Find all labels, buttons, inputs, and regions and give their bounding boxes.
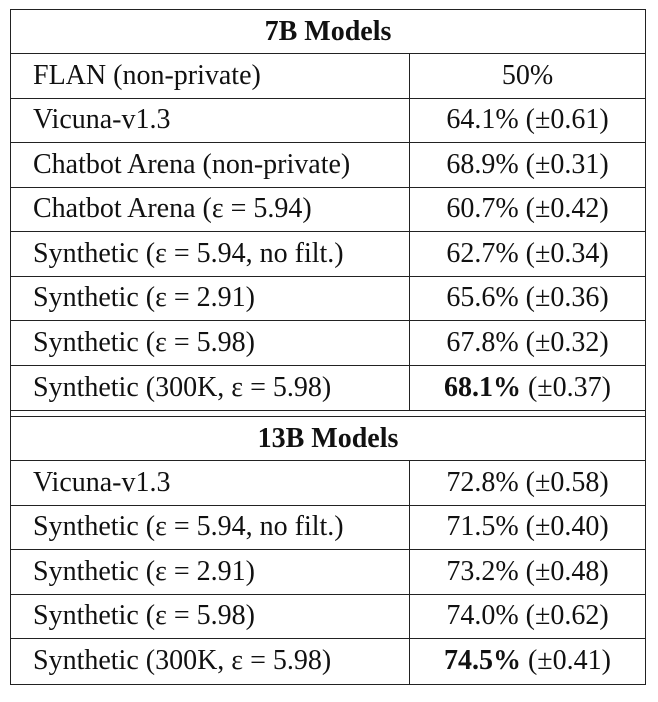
score-value: 67.8% (±0.32) [446, 326, 609, 358]
score-value: 71.5% (±0.40) [446, 511, 609, 543]
model-name-cell: Synthetic (ε = 5.98) [11, 594, 410, 638]
table-row: Synthetic (ε = 2.91) 73.2% (±0.48) [11, 550, 645, 595]
table-row: Synthetic (ε = 5.94, no filt.) 62.7% (±0… [11, 232, 645, 277]
model-name-cell: FLAN (non-private) [11, 54, 410, 98]
score-cell: 71.5% (±0.40) [410, 506, 645, 550]
score-cell: 74.0% (±0.62) [410, 595, 645, 639]
score-ci: (±0.37) [520, 371, 611, 403]
section-header-13b: 13B Models [11, 417, 645, 461]
model-name-cell: Chatbot Arena (ε = 5.94) [11, 187, 410, 231]
score-cell: 65.6% (±0.36) [410, 277, 645, 321]
model-name-cell: Synthetic (ε = 5.98) [11, 321, 410, 365]
score-cell: 62.7% (±0.34) [410, 232, 645, 276]
section-divider [11, 410, 645, 417]
score-value: 72.8% (±0.58) [446, 466, 609, 498]
score-value: 73.2% (±0.48) [446, 555, 609, 587]
model-name-cell: Synthetic (ε = 2.91) [11, 276, 410, 320]
score-value: 65.6% (±0.36) [446, 282, 609, 314]
score-value: 62.7% (±0.34) [446, 237, 609, 269]
table-row: Chatbot Arena (ε = 5.94) 60.7% (±0.42) [11, 187, 645, 232]
table-row: Synthetic (ε = 5.94, no filt.) 71.5% (±0… [11, 505, 645, 550]
model-name-cell: Vicuna-v1.3 [11, 461, 410, 505]
table-row: Synthetic (300K, ε = 5.98) 74.5% (±0.41) [11, 639, 645, 684]
model-name-cell: Synthetic (300K, ε = 5.98) [11, 639, 410, 684]
score-value: 68.9% (±0.31) [446, 148, 609, 180]
model-name-cell: Synthetic (300K, ε = 5.98) [11, 365, 410, 410]
table-row: Synthetic (ε = 5.98) 67.8% (±0.32) [11, 321, 645, 366]
table-row: Synthetic (ε = 2.91) 65.6% (±0.36) [11, 276, 645, 321]
score-value: 64.1% (±0.61) [446, 104, 609, 136]
score-cell: 68.9% (±0.31) [410, 143, 645, 187]
table-row: Vicuna-v1.3 64.1% (±0.61) [11, 98, 645, 143]
model-name-cell: Chatbot Arena (non-private) [11, 143, 410, 187]
score-cell: 50% [410, 54, 645, 98]
best-score-value: 74.5% [443, 645, 521, 677]
best-score-value: 68.1% [443, 371, 521, 403]
table-row: Synthetic (300K, ε = 5.98) 68.1% (±0.37) [11, 365, 645, 411]
table-row: Synthetic (ε = 5.98) 74.0% (±0.62) [11, 594, 645, 639]
score-cell: 72.8% (±0.58) [410, 461, 645, 505]
table-row: FLAN (non-private) 50% [11, 54, 645, 99]
score-value: 50% [501, 59, 554, 91]
model-name-cell: Synthetic (ε = 5.94, no filt.) [11, 232, 410, 276]
model-name-cell: Vicuna-v1.3 [11, 98, 410, 142]
score-cell: 64.1% (±0.61) [410, 99, 645, 143]
score-cell: 67.8% (±0.32) [410, 321, 645, 365]
section-header-7b: 7B Models [11, 10, 645, 54]
score-value: 60.7% (±0.42) [446, 193, 609, 225]
model-name-cell: Synthetic (ε = 5.94, no filt.) [11, 505, 410, 549]
table-row: Vicuna-v1.3 72.8% (±0.58) [11, 461, 645, 506]
score-cell: 74.5% (±0.41) [410, 639, 645, 684]
results-table: 7B Models FLAN (non-private) 50% Vicuna-… [10, 9, 646, 685]
score-cell: 73.2% (±0.48) [410, 550, 645, 594]
score-cell: 68.1% (±0.37) [410, 366, 645, 411]
score-ci: (±0.41) [520, 645, 611, 677]
score-cell: 60.7% (±0.42) [410, 188, 645, 232]
model-name-cell: Synthetic (ε = 2.91) [11, 550, 410, 594]
score-value: 74.0% (±0.62) [446, 600, 609, 632]
table-row: Chatbot Arena (non-private) 68.9% (±0.31… [11, 143, 645, 188]
